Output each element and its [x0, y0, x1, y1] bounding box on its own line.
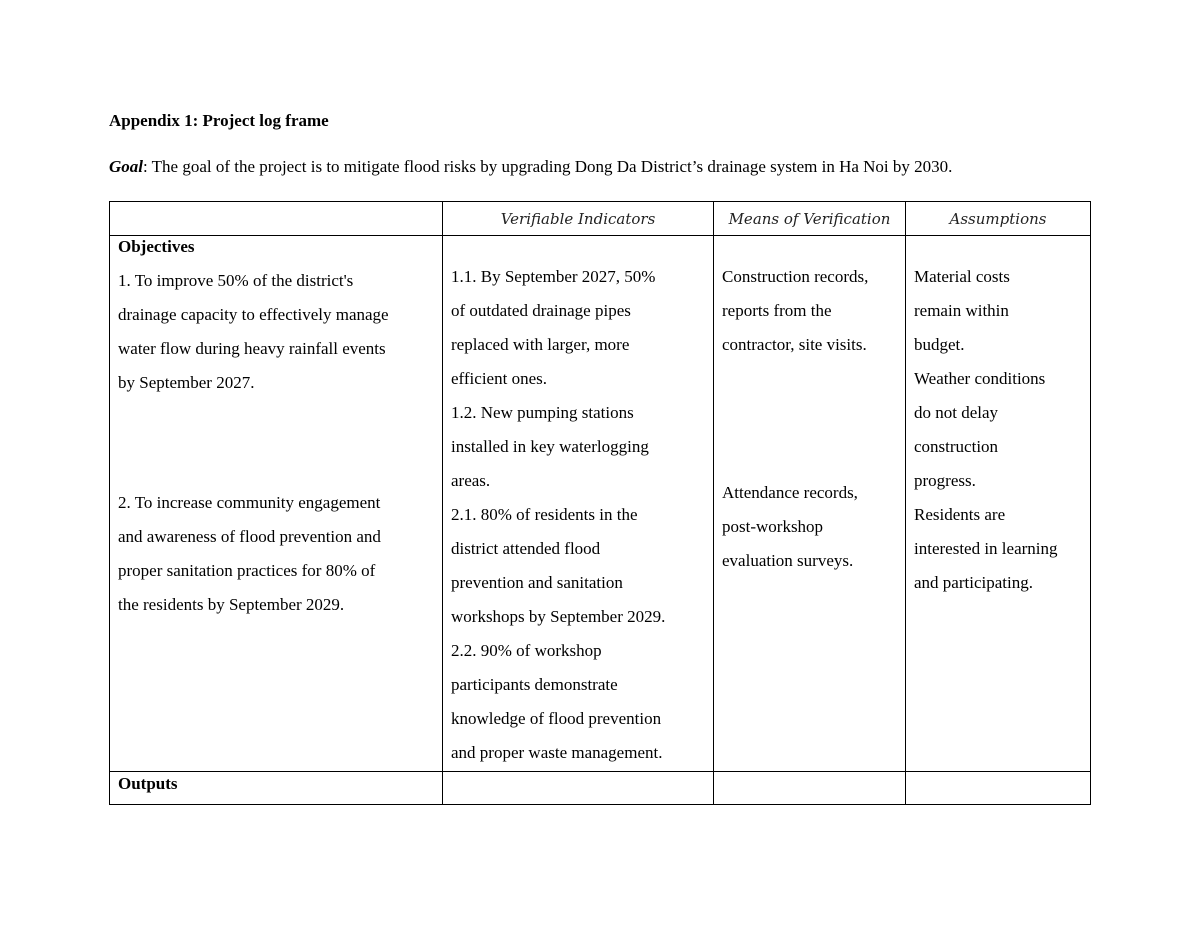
means-1: Construction records, reports from the con…: [722, 260, 897, 362]
text-line: replaced with larger, more: [451, 335, 630, 354]
header-assumptions: Assumptions: [905, 201, 1091, 236]
text-line: water flow during heavy rainfall events: [118, 339, 386, 358]
outputs-assumptions: [905, 771, 1091, 805]
text-line: areas.: [451, 471, 491, 490]
objective-1: 1. To improve 50% of the district's drain…: [118, 264, 434, 400]
text-line: evaluation surveys.: [722, 551, 854, 570]
text-line: participants demonstrate: [451, 675, 618, 694]
outputs-row: Outputs: [109, 771, 1091, 805]
text-line: 2. To increase community engagement: [118, 493, 381, 512]
indicators-list: 1.1. By September 2027, 50% of outdated d…: [451, 260, 705, 770]
page-title: Appendix 1: Project log frame: [109, 111, 329, 130]
means-2: Attendance records, post-workshop evaluati…: [722, 476, 897, 578]
text-line: drainage capacity to effectively manage: [118, 305, 389, 324]
objectives-label: Objectives: [118, 237, 195, 256]
header-indicators: Verifiable Indicators: [442, 201, 714, 236]
assumptions-cell: Material costs remain within budget. Weathe…: [905, 235, 1091, 772]
text-line: Weather conditions: [914, 369, 1046, 388]
text-line: the residents by September 2029.: [118, 595, 345, 614]
objectives-cell: Objectives 1. To improve 50% of the dist…: [109, 235, 443, 772]
text-line: of outdated drainage pipes: [451, 301, 631, 320]
goal-text: : The goal of the project is to mitigate…: [143, 157, 953, 176]
header-means: Means of Verification: [713, 201, 906, 236]
text-line: 1. To improve 50% of the district's: [118, 271, 354, 290]
outputs-means: [713, 771, 906, 805]
text-line: post-workshop: [722, 517, 824, 536]
text-line: workshops by September 2029.: [451, 607, 666, 626]
text-line: district attended flood: [451, 539, 601, 558]
means-cell: Construction records, reports from the con…: [713, 235, 906, 772]
text-line: remain within: [914, 301, 1009, 320]
text-line: installed in key waterlogging: [451, 437, 649, 456]
text-line: reports from the: [722, 301, 832, 320]
logframe-table: Verifiable Indicators Means of Verificat…: [109, 201, 1091, 805]
text-line: knowledge of flood prevention: [451, 709, 662, 728]
text-line: 1.2. New pumping stations: [451, 403, 634, 422]
text-line: do not delay: [914, 403, 999, 422]
outputs-indicators: [442, 771, 714, 805]
text-line: prevention and sanitation: [451, 573, 623, 592]
text-line: Attendance records,: [722, 483, 858, 502]
text-line: proper sanitation practices for 80% of: [118, 561, 376, 580]
goal-statement: Goal: The goal of the project is to miti…: [109, 157, 952, 177]
text-line: progress.: [914, 471, 976, 490]
goal-label: Goal: [109, 157, 143, 176]
text-line: 1.1. By September 2027, 50%: [451, 267, 656, 286]
text-line: construction: [914, 437, 999, 456]
outputs-label: Outputs: [109, 771, 443, 805]
text-line: by September 2027.: [118, 373, 255, 392]
indicators-cell: 1.1. By September 2027, 50% of outdated d…: [442, 235, 714, 772]
text-line: contractor, site visits.: [722, 335, 867, 354]
text-line: and awareness of flood prevention and: [118, 527, 381, 546]
assumptions-list: Material costs remain within budget. Weathe…: [914, 260, 1082, 600]
text-line: Material costs: [914, 267, 1010, 286]
text-line: and participating.: [914, 573, 1033, 592]
text-line: Construction records,: [722, 267, 869, 286]
text-line: budget.: [914, 335, 965, 354]
text-line: efficient ones.: [451, 369, 547, 388]
text-line: 2.2. 90% of workshop: [451, 641, 602, 660]
text-line: and proper waste management.: [451, 743, 663, 762]
objective-2: 2. To increase community engagement and a…: [118, 486, 434, 622]
objectives-row: Objectives 1. To improve 50% of the dist…: [109, 235, 1091, 772]
text-line: 2.1. 80% of residents in the: [451, 505, 638, 524]
text-line: interested in learning: [914, 539, 1058, 558]
text-line: Residents are: [914, 505, 1006, 524]
